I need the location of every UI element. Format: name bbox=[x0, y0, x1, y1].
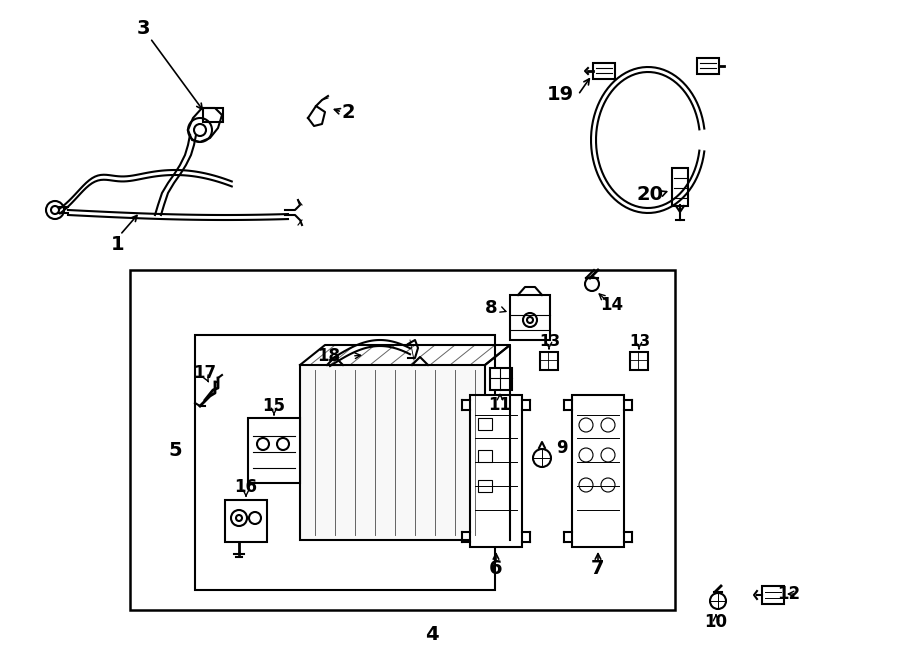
Text: 11: 11 bbox=[489, 396, 511, 414]
Text: 19: 19 bbox=[546, 85, 573, 104]
Text: 18: 18 bbox=[317, 347, 340, 365]
Bar bbox=[203, 108, 223, 122]
Bar bbox=[195, 335, 495, 590]
Text: 12: 12 bbox=[777, 585, 800, 603]
Text: 17: 17 bbox=[194, 364, 217, 382]
Text: 1: 1 bbox=[112, 235, 125, 254]
Text: 10: 10 bbox=[705, 613, 727, 631]
Text: 13: 13 bbox=[539, 334, 561, 350]
Bar bbox=[470, 395, 522, 547]
Bar bbox=[478, 418, 492, 430]
Text: 5: 5 bbox=[168, 440, 182, 459]
Bar bbox=[300, 365, 485, 540]
Text: 3: 3 bbox=[136, 19, 149, 38]
FancyBboxPatch shape bbox=[540, 352, 558, 370]
FancyBboxPatch shape bbox=[510, 295, 550, 340]
FancyBboxPatch shape bbox=[630, 352, 648, 370]
Bar bbox=[478, 480, 492, 492]
Text: 4: 4 bbox=[425, 625, 439, 644]
Text: 6: 6 bbox=[490, 559, 503, 578]
Text: 13: 13 bbox=[629, 334, 651, 350]
Bar bbox=[478, 450, 492, 462]
FancyBboxPatch shape bbox=[490, 368, 512, 390]
Text: 15: 15 bbox=[263, 397, 285, 415]
Bar bbox=[572, 395, 624, 547]
Text: 9: 9 bbox=[556, 439, 568, 457]
FancyBboxPatch shape bbox=[697, 58, 719, 74]
Text: 16: 16 bbox=[235, 478, 257, 496]
Text: 20: 20 bbox=[636, 186, 663, 204]
Text: 14: 14 bbox=[600, 296, 624, 314]
Bar bbox=[225, 500, 267, 542]
FancyBboxPatch shape bbox=[762, 586, 784, 604]
Bar bbox=[130, 270, 675, 610]
Text: 2: 2 bbox=[341, 102, 355, 122]
FancyBboxPatch shape bbox=[593, 63, 615, 79]
Bar bbox=[672, 168, 688, 206]
Text: 8: 8 bbox=[484, 299, 497, 317]
Text: 7: 7 bbox=[591, 559, 605, 578]
Bar bbox=[248, 418, 300, 483]
